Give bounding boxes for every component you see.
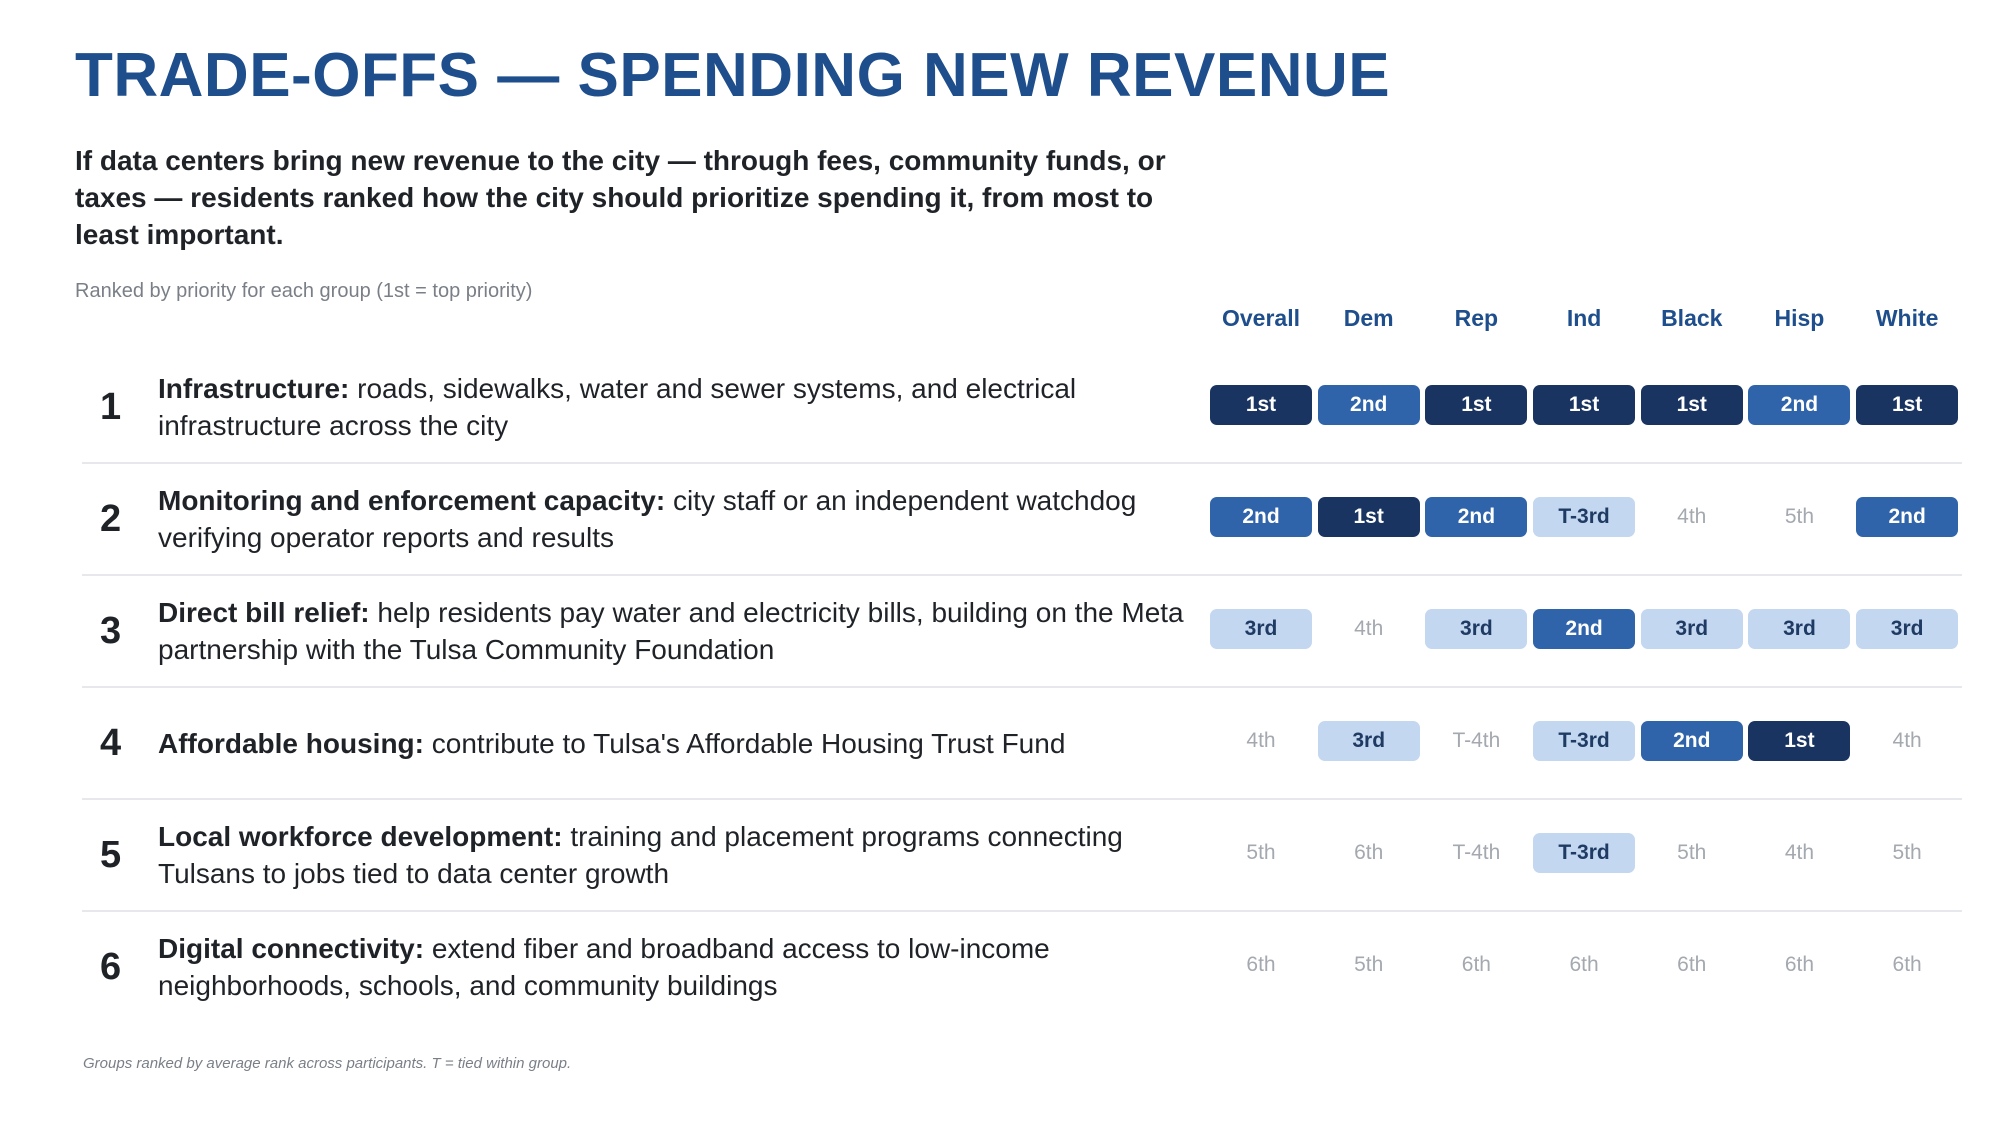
row-description: Infrastructure: roads, sidewalks, water … [158,352,1218,462]
rank-cell-dem: 5th [1354,953,1384,976]
rank-cell-black: 5th [1677,841,1707,864]
row-detail: training and placement programs connecti… [158,821,1123,889]
column-header-black: Black [1661,305,1723,331]
row-detail: contribute to Tulsa's Affordable Housing… [431,727,1066,759]
row-rank-number: 5 [100,834,122,876]
rank-cell-dem: 3rd [1317,721,1420,761]
column-header-overall: Overall [1222,305,1300,331]
row-description: Monitoring and enforcement capacity: cit… [158,464,1218,574]
row-description-text: Direct bill relief: help residents pay w… [158,594,1218,668]
row-detail: help residents pay water and electricity… [158,597,1184,665]
row-label: Infrastructure: [158,373,350,404]
rank-cell-rep: T-4th [1452,729,1501,752]
column-header-white: White [1875,305,1939,331]
rank-cell-white: 6th [1892,953,1922,976]
rank-cell-white: 4th [1892,729,1922,752]
table-row: 6 Digital connectivity: extend fiber and … [82,912,1962,1022]
rank-cell-overall: 3rd [1210,609,1312,649]
rank-cell-dem: 6th [1354,841,1384,864]
row-rank-number: 4 [100,722,122,764]
row-description-text: Infrastructure: roads, sidewalks, water … [158,370,1218,444]
rank-cell-overall: 5th [1246,841,1276,864]
rank-cell-black: 6th [1677,953,1707,976]
footnote: Groups ranked by average rank across par… [83,1055,572,1072]
rank-cell-overall: 1st [1210,385,1312,425]
rank-cell-black: 1st [1640,385,1743,425]
rank-cell-hisp: 4th [1784,841,1815,864]
ranking-note: Ranked by priority for each group (1st =… [75,280,533,302]
column-header-dem: Dem [1343,305,1394,331]
rank-cell-rep: 1st [1425,385,1528,425]
rank-cell-hisp: 2nd [1748,385,1851,425]
rank-cell-white: 5th [1892,841,1922,864]
rank-cell-white: 2nd [1856,497,1959,537]
rank-cell-ind: 1st [1533,385,1636,425]
rank-cell-overall: 4th [1246,729,1276,752]
row-label: Direct bill relief: [158,597,370,628]
rank-cell-ind: T-3rd [1533,833,1636,873]
row-label: Affordable housing: [158,727,432,759]
table-row: 5 Local workforce development: training a… [82,800,1962,912]
row-rank-number: 6 [100,946,122,988]
column-header-rep: Rep [1454,305,1499,331]
rank-cell-ind: 2nd [1533,609,1636,649]
rank-cell-dem: 4th [1354,617,1384,640]
row-detail: city staff or an independent watchdog ve… [158,485,1137,553]
rank-cell-hisp: 6th [1784,953,1815,976]
row-label: Local workforce development: [158,821,563,852]
row-rank-number: 1 [100,386,122,428]
row-description-text: Affordable housing: contribute to Tulsa'… [158,725,1065,762]
priority-table: 1 Infrastructure: roads, sidewalks, water… [82,352,1962,1022]
rank-cell-hisp: 1st [1748,721,1851,761]
rank-cell-white: 3rd [1856,609,1959,649]
row-description: Affordable housing: contribute to Tulsa'… [158,688,1218,798]
column-header-hisp: Hisp [1774,305,1825,331]
page-title: TRADE-OFFS — SPENDING NEW REVENUE [75,41,1391,110]
row-label: Monitoring and enforcement capacity: [158,485,666,516]
rank-cell-ind: 6th [1569,953,1599,976]
rank-cell-overall: 6th [1246,953,1276,976]
row-description: Local workforce development: training an… [158,800,1218,910]
rank-cell-ind: T-3rd [1533,721,1636,761]
rank-cell-rep: 6th [1461,953,1491,976]
rank-cell-rep: T-4th [1452,841,1501,864]
rank-cell-hisp: 5th [1784,505,1815,528]
row-description: Digital connectivity: extend fiber and b… [158,912,1218,1022]
row-description-text: Local workforce development: training an… [158,818,1218,892]
row-description-text: Digital connectivity: extend fiber and b… [158,930,1218,1004]
page-subtitle: If data centers bring new revenue to the… [75,145,1166,250]
row-description-text: Monitoring and enforcement capacity: cit… [158,482,1218,556]
row-rank-number: 3 [100,610,122,652]
rank-cell-black: 2nd [1640,721,1743,761]
rank-cell-dem: 2nd [1317,385,1420,425]
row-label: Digital connectivity: [158,933,425,964]
rank-cell-hisp: 3rd [1748,609,1851,649]
rank-cell-ind: T-3rd [1533,497,1636,537]
row-description: Direct bill relief: help residents pay w… [158,576,1218,686]
rank-cell-rep: 2nd [1425,497,1528,537]
rank-cell-black: 4th [1677,505,1707,528]
row-detail: roads, sidewalks, water and sewer system… [158,373,1077,441]
row-detail: extend fiber and broadband access to low… [158,933,1050,1001]
table-row: 4 Affordable housing: contribute to Tulsa… [82,688,1962,800]
rank-cell-rep: 3rd [1425,609,1528,649]
column-header-ind: Ind [1566,305,1602,331]
rank-cell-overall: 2nd [1210,497,1312,537]
rank-cell-black: 3rd [1640,609,1743,649]
rank-cell-dem: 1st [1317,497,1420,537]
table-row: 1 Infrastructure: roads, sidewalks, water… [82,352,1962,464]
row-rank-number: 2 [100,498,122,540]
table-row: 3 Direct bill relief: help residents pay … [82,576,1962,688]
table-row: 2 Monitoring and enforcement capacity: ci… [82,464,1962,576]
rank-cell-white: 1st [1856,385,1959,425]
